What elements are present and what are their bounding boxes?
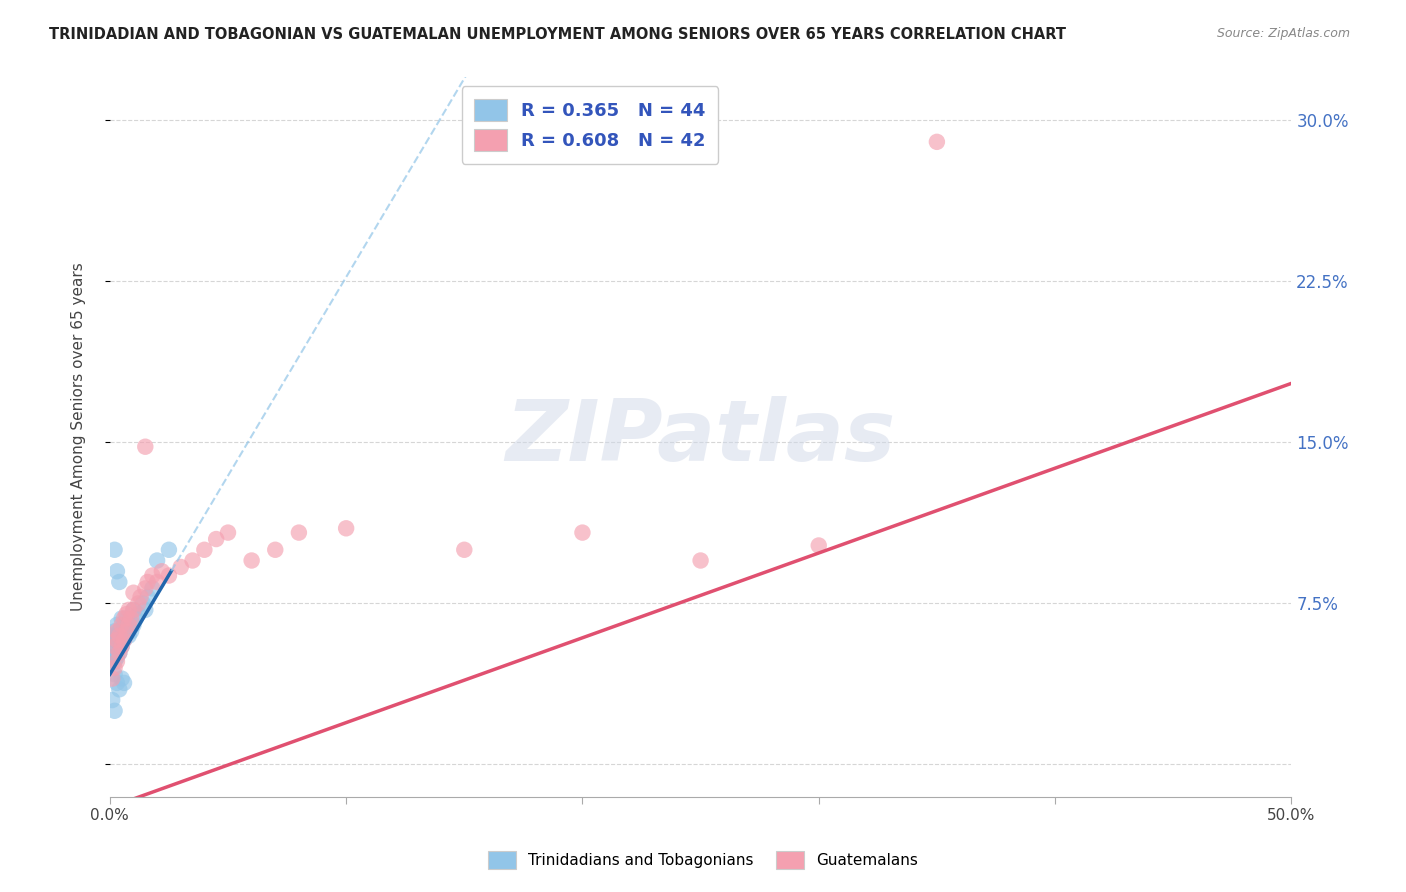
- Point: [111, 611, 134, 625]
- Point: [103, 640, 125, 654]
- Point: [125, 611, 148, 625]
- Point: [122, 603, 145, 617]
- Point: [108, 624, 131, 639]
- Text: TRINIDADIAN AND TOBAGONIAN VS GUATEMALAN UNEMPLOYMENT AMONG SENIORS OVER 65 YEAR: TRINIDADIAN AND TOBAGONIAN VS GUATEMALAN…: [49, 27, 1066, 42]
- Point: [264, 542, 287, 557]
- Point: [193, 542, 215, 557]
- Point: [103, 646, 125, 660]
- Point: [129, 590, 152, 604]
- Point: [112, 632, 135, 647]
- Point: [181, 553, 204, 567]
- Point: [101, 629, 124, 643]
- Point: [108, 646, 131, 660]
- Point: [118, 629, 141, 643]
- Point: [120, 611, 142, 625]
- Point: [157, 568, 180, 582]
- Point: [157, 542, 180, 557]
- Point: [689, 553, 711, 567]
- Point: [807, 539, 830, 553]
- Point: [141, 568, 163, 582]
- Point: [103, 661, 125, 675]
- Point: [240, 553, 263, 567]
- Point: [170, 560, 193, 574]
- Point: [122, 618, 145, 632]
- Point: [136, 590, 159, 604]
- Point: [136, 574, 159, 589]
- Point: [112, 632, 135, 647]
- Point: [335, 521, 357, 535]
- Point: [134, 582, 156, 596]
- Point: [115, 611, 138, 625]
- Point: [122, 585, 145, 599]
- Point: [105, 654, 128, 668]
- Point: [453, 542, 475, 557]
- Point: [115, 624, 138, 639]
- Point: [118, 618, 141, 632]
- Point: [111, 672, 134, 686]
- Point: [101, 672, 124, 686]
- Point: [132, 597, 155, 611]
- Point: [101, 693, 124, 707]
- Text: Source: ZipAtlas.com: Source: ZipAtlas.com: [1216, 27, 1350, 40]
- Point: [115, 624, 138, 639]
- Legend: R = 0.365   N = 44, R = 0.608   N = 42: R = 0.365 N = 44, R = 0.608 N = 42: [461, 87, 718, 164]
- Point: [108, 629, 131, 643]
- Point: [105, 624, 128, 639]
- Point: [111, 640, 134, 654]
- Point: [571, 525, 593, 540]
- Point: [141, 582, 163, 596]
- Point: [217, 525, 239, 540]
- Point: [288, 525, 311, 540]
- Point: [115, 607, 138, 622]
- Point: [118, 603, 141, 617]
- Point: [122, 603, 145, 617]
- Y-axis label: Unemployment Among Seniors over 65 years: Unemployment Among Seniors over 65 years: [72, 262, 86, 611]
- Point: [134, 440, 156, 454]
- Point: [105, 629, 128, 643]
- Point: [925, 135, 948, 149]
- Point: [108, 682, 131, 697]
- Point: [112, 676, 135, 690]
- Point: [118, 618, 141, 632]
- Point: [105, 564, 128, 578]
- Point: [112, 611, 135, 625]
- Point: [101, 650, 124, 665]
- Point: [146, 553, 169, 567]
- Point: [111, 618, 134, 632]
- Point: [103, 667, 125, 681]
- Point: [111, 640, 134, 654]
- Text: ZIPatlas: ZIPatlas: [506, 395, 896, 478]
- Point: [105, 650, 128, 665]
- Point: [103, 654, 125, 668]
- Point: [108, 632, 131, 647]
- Point: [146, 574, 169, 589]
- Point: [105, 618, 128, 632]
- Point: [127, 597, 149, 611]
- Point: [112, 618, 135, 632]
- Point: [150, 564, 173, 578]
- Point: [105, 676, 128, 690]
- Point: [108, 574, 131, 589]
- Point: [134, 603, 156, 617]
- Point: [103, 704, 125, 718]
- Point: [105, 640, 128, 654]
- Point: [101, 640, 124, 654]
- Legend: Trinidadians and Tobagonians, Guatemalans: Trinidadians and Tobagonians, Guatemalan…: [482, 845, 924, 875]
- Point: [205, 532, 228, 546]
- Point: [120, 624, 142, 639]
- Point: [103, 632, 125, 647]
- Point: [108, 646, 131, 660]
- Point: [127, 607, 149, 622]
- Point: [105, 632, 128, 647]
- Point: [103, 624, 125, 639]
- Point: [111, 629, 134, 643]
- Point: [103, 542, 125, 557]
